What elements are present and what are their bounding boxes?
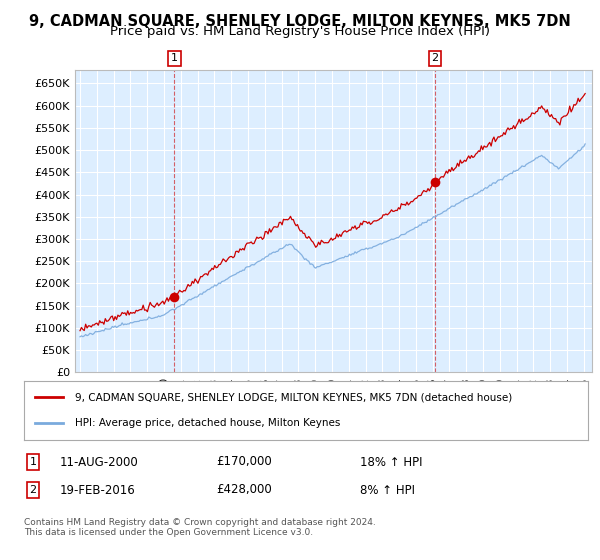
Text: 1: 1 xyxy=(29,457,37,467)
Text: 9, CADMAN SQUARE, SHENLEY LODGE, MILTON KEYNES, MK5 7DN (detached house): 9, CADMAN SQUARE, SHENLEY LODGE, MILTON … xyxy=(75,392,512,402)
Text: Contains HM Land Registry data © Crown copyright and database right 2024.
This d: Contains HM Land Registry data © Crown c… xyxy=(24,518,376,538)
Text: £428,000: £428,000 xyxy=(216,483,272,497)
Text: Price paid vs. HM Land Registry's House Price Index (HPI): Price paid vs. HM Land Registry's House … xyxy=(110,25,490,38)
Text: 9, CADMAN SQUARE, SHENLEY LODGE, MILTON KEYNES, MK5 7DN: 9, CADMAN SQUARE, SHENLEY LODGE, MILTON … xyxy=(29,14,571,29)
Text: 1: 1 xyxy=(171,53,178,63)
Text: 19-FEB-2016: 19-FEB-2016 xyxy=(60,483,136,497)
Text: 2: 2 xyxy=(29,485,37,495)
Text: 11-AUG-2000: 11-AUG-2000 xyxy=(60,455,139,469)
Text: 8% ↑ HPI: 8% ↑ HPI xyxy=(360,483,415,497)
Text: HPI: Average price, detached house, Milton Keynes: HPI: Average price, detached house, Milt… xyxy=(75,418,340,428)
Text: £170,000: £170,000 xyxy=(216,455,272,469)
Text: 2: 2 xyxy=(431,53,439,63)
Text: 18% ↑ HPI: 18% ↑ HPI xyxy=(360,455,422,469)
